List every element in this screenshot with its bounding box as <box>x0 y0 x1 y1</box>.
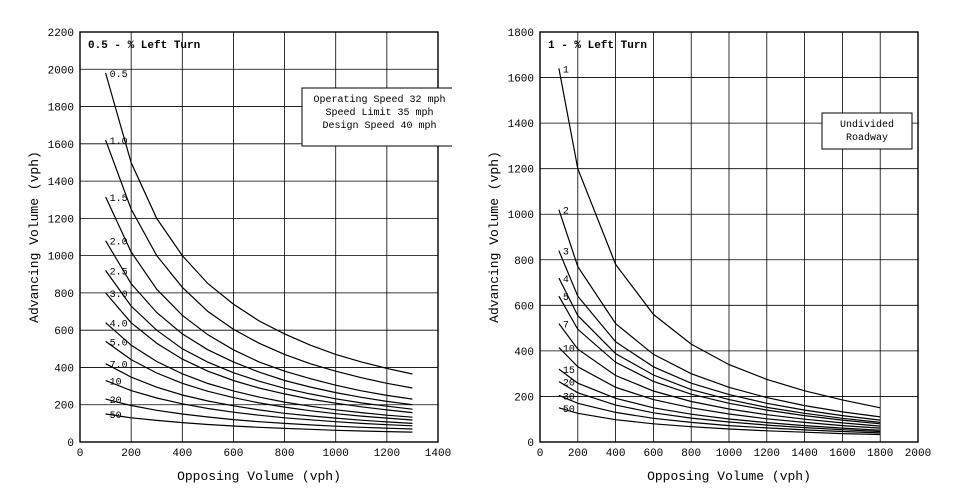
svg-text:1200: 1200 <box>373 448 399 460</box>
series-label: 15 <box>562 366 574 377</box>
svg-text:1800: 1800 <box>866 448 892 460</box>
svg-text:0: 0 <box>536 448 543 460</box>
svg-text:600: 600 <box>54 326 74 338</box>
series-curve <box>558 210 879 417</box>
svg-text:800: 800 <box>274 448 294 460</box>
svg-text:800: 800 <box>54 289 74 301</box>
chart-inset-title: 1 - % Left Turn <box>548 40 647 52</box>
series-label: 3.0 <box>109 290 127 301</box>
series-label: 50 <box>562 405 574 416</box>
svg-text:800: 800 <box>514 256 534 268</box>
svg-text:1400: 1400 <box>791 448 817 460</box>
series-label: 7 <box>562 321 568 332</box>
y-axis-label: Advancing Volume (vph) <box>487 151 502 323</box>
svg-text:1600: 1600 <box>829 448 855 460</box>
series-curve <box>105 241 412 405</box>
series-label: 2 <box>562 207 568 218</box>
svg-text:2000: 2000 <box>904 448 930 460</box>
svg-text:1400: 1400 <box>424 448 450 460</box>
svg-text:1000: 1000 <box>507 210 533 222</box>
series-label: 20 <box>109 396 121 407</box>
svg-text:0: 0 <box>76 448 83 460</box>
series-label: 3 <box>562 248 568 259</box>
chart-svg: 0 200 400 600 800 1000 1200 1400 0 200 400 600 800 10… <box>22 18 452 488</box>
series-label: 5 <box>562 293 568 304</box>
x-axis-label: Opposing Volume (vph) <box>647 469 811 484</box>
svg-text:600: 600 <box>223 448 243 460</box>
svg-text:1000: 1000 <box>47 252 73 264</box>
svg-text:1600: 1600 <box>507 74 533 86</box>
svg-text:400: 400 <box>605 448 625 460</box>
svg-text:600: 600 <box>643 448 663 460</box>
series-label: 30 <box>562 392 574 403</box>
svg-text:1200: 1200 <box>507 165 533 177</box>
svg-text:0: 0 <box>527 438 534 450</box>
svg-text:200: 200 <box>121 448 141 460</box>
svg-text:400: 400 <box>172 448 192 460</box>
svg-text:400: 400 <box>54 363 74 375</box>
series-label: 7.0 <box>109 361 127 372</box>
note-box-line: Undivided <box>839 119 893 131</box>
svg-text:800: 800 <box>681 448 701 460</box>
series-label: 1 <box>562 65 568 76</box>
series-label: 4.0 <box>109 320 127 331</box>
series-label: 50 <box>109 411 121 422</box>
svg-text:200: 200 <box>514 392 534 404</box>
left-chart-panel: 0 200 400 600 800 1000 1200 1400 0 200 400 600 800 10… <box>22 18 452 493</box>
series-label: 2.0 <box>109 238 127 249</box>
series-label: 1.0 <box>109 137 127 148</box>
series-label: 1.5 <box>109 194 127 205</box>
svg-text:1200: 1200 <box>47 214 73 226</box>
x-axis-label: Opposing Volume (vph) <box>177 469 341 484</box>
svg-text:1400: 1400 <box>47 177 73 189</box>
chart-svg: 0200400600800100012001400160018002000020… <box>482 18 932 488</box>
series-curve <box>105 140 412 388</box>
svg-text:400: 400 <box>514 347 534 359</box>
svg-text:200: 200 <box>54 401 74 413</box>
series-label: 10 <box>109 378 121 389</box>
svg-text:1400: 1400 <box>507 119 533 131</box>
svg-text:1800: 1800 <box>47 103 73 115</box>
svg-text:600: 600 <box>514 301 534 313</box>
svg-text:2200: 2200 <box>47 28 73 40</box>
note-box-line: Operating Speed 32 mph <box>313 94 445 106</box>
svg-text:0: 0 <box>67 438 74 450</box>
svg-text:1600: 1600 <box>47 140 73 152</box>
svg-text:1000: 1000 <box>322 448 348 460</box>
series-label: 20 <box>562 379 574 390</box>
chart-inset-title: 0.5 - % Left Turn <box>88 40 200 52</box>
series-curve <box>105 293 412 413</box>
series-label: 10 <box>562 344 574 355</box>
svg-text:1800: 1800 <box>507 28 533 40</box>
svg-text:2000: 2000 <box>47 65 73 77</box>
page: 0200400600800100012001400020040060080010… <box>0 0 953 503</box>
series-curve <box>105 197 412 399</box>
note-box-line: Design Speed 40 mph <box>322 120 436 132</box>
note-box-line: Roadway <box>845 132 887 144</box>
svg-text:1200: 1200 <box>753 448 779 460</box>
series-label: 2.5 <box>109 268 127 279</box>
y-axis-label: Advancing Volume (vph) <box>27 151 42 323</box>
series-label: 4 <box>562 275 568 286</box>
series-label: 5.0 <box>109 338 127 349</box>
series-label: 0.5 <box>109 70 127 81</box>
svg-text:1000: 1000 <box>715 448 741 460</box>
note-box-line: Speed Limit 35 mph <box>325 107 433 119</box>
right-chart-panel: 0200400600800100012001400160018002000020… <box>482 18 932 493</box>
svg-text:200: 200 <box>567 448 587 460</box>
